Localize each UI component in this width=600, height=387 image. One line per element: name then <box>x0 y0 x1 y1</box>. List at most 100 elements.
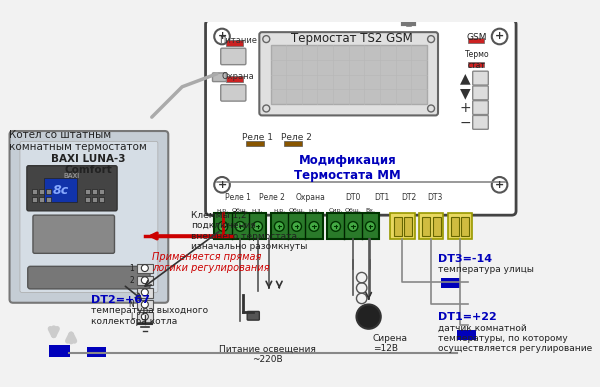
Bar <box>32 197 37 202</box>
Circle shape <box>274 222 284 231</box>
FancyBboxPatch shape <box>390 213 415 240</box>
Bar <box>440 277 460 288</box>
Bar <box>46 189 51 194</box>
Text: DT3=-14: DT3=-14 <box>438 254 492 264</box>
FancyBboxPatch shape <box>27 166 117 211</box>
Circle shape <box>142 313 148 320</box>
Text: Общ.: Общ. <box>232 207 248 212</box>
Text: Применяется прямая
логики регулирования: Применяется прямая логики регулирования <box>152 252 269 273</box>
Bar <box>92 197 97 202</box>
Text: N: N <box>128 300 134 309</box>
Text: 1: 1 <box>130 264 134 272</box>
Text: Реле 1: Реле 1 <box>225 194 251 202</box>
Text: н.з.: н.з. <box>308 207 320 212</box>
Bar <box>461 217 469 236</box>
Bar <box>422 217 430 236</box>
FancyBboxPatch shape <box>212 73 226 82</box>
Bar <box>394 217 401 236</box>
Bar <box>469 38 484 43</box>
Circle shape <box>253 222 262 231</box>
Bar <box>271 45 427 104</box>
Text: датчик комнатной
температуры, по которому
осуществляется регулирование: датчик комнатной температуры, по котором… <box>438 324 592 353</box>
Text: Котел со штатным
комнатным термостатом: Котел со штатным комнатным термостатом <box>8 130 146 152</box>
Circle shape <box>235 222 245 231</box>
Text: +: + <box>495 180 504 190</box>
Circle shape <box>492 177 508 193</box>
Text: BAXI: BAXI <box>64 173 80 179</box>
Circle shape <box>214 177 230 193</box>
FancyBboxPatch shape <box>473 86 488 100</box>
Bar <box>39 197 44 202</box>
Text: Реле 1: Реле 1 <box>242 133 273 142</box>
Circle shape <box>309 222 319 231</box>
Bar <box>87 347 106 358</box>
Bar <box>99 197 104 202</box>
FancyBboxPatch shape <box>473 71 488 85</box>
Bar <box>271 213 323 240</box>
Bar <box>137 276 152 286</box>
Circle shape <box>263 36 270 43</box>
Bar <box>137 312 152 322</box>
FancyBboxPatch shape <box>206 20 516 215</box>
FancyBboxPatch shape <box>448 213 472 240</box>
Bar <box>137 288 152 298</box>
FancyBboxPatch shape <box>473 101 488 115</box>
Text: ▲: ▲ <box>460 71 470 85</box>
Text: Сир.: Сир. <box>328 207 343 212</box>
Bar <box>226 76 243 82</box>
Text: н.з.: н.з. <box>252 207 263 212</box>
Text: DT2=+67: DT2=+67 <box>91 295 150 305</box>
Text: Питание освещения
~220В: Питание освещения ~220В <box>219 344 316 364</box>
Bar <box>46 197 51 202</box>
Text: Охрана: Охрана <box>221 72 254 81</box>
Circle shape <box>428 105 434 112</box>
Text: температура улицы: температура улицы <box>438 265 534 274</box>
FancyBboxPatch shape <box>28 266 150 289</box>
FancyBboxPatch shape <box>221 85 246 101</box>
FancyBboxPatch shape <box>247 312 259 320</box>
Circle shape <box>365 222 375 231</box>
Text: DT1: DT1 <box>374 194 389 202</box>
Circle shape <box>263 105 270 112</box>
Text: DT3: DT3 <box>428 194 443 202</box>
Text: 8c: 8c <box>53 183 69 197</box>
Text: DT2: DT2 <box>401 194 416 202</box>
Bar <box>137 264 152 273</box>
Circle shape <box>142 289 148 296</box>
Bar <box>433 217 440 236</box>
Text: Питание: Питание <box>218 36 257 45</box>
Bar <box>404 217 412 236</box>
Text: Охрана: Охрана <box>296 194 325 202</box>
Text: +: + <box>217 31 227 41</box>
Circle shape <box>428 36 434 43</box>
FancyBboxPatch shape <box>259 32 438 115</box>
Text: Термо
стат: Термо стат <box>465 50 490 70</box>
Text: BAXI LUNA-3
Comfort: BAXI LUNA-3 Comfort <box>51 154 126 175</box>
Text: GSM: GSM <box>467 33 487 42</box>
Text: температура выходного
коллектора котла: температура выходного коллектора котла <box>91 306 208 325</box>
Text: +: + <box>495 31 504 41</box>
Circle shape <box>356 305 381 329</box>
Text: н.р.: н.р. <box>273 207 286 212</box>
FancyBboxPatch shape <box>20 141 158 292</box>
Text: Вх.: Вх. <box>365 207 376 212</box>
Text: Клеммы 1,2
подключения
внешнего термостата,
изначально разомкнуты: Клеммы 1,2 подключения внешнего термоста… <box>191 211 307 251</box>
Circle shape <box>348 222 358 231</box>
Circle shape <box>142 301 148 308</box>
Text: +: + <box>459 101 471 115</box>
Bar <box>226 40 243 46</box>
Circle shape <box>292 222 301 231</box>
FancyBboxPatch shape <box>33 215 115 253</box>
Bar <box>247 140 263 146</box>
Text: Модификация
Термостата ММ: Модификация Термостата ММ <box>295 154 401 182</box>
Bar <box>451 217 459 236</box>
Text: Термостат TS2 GSM: Термостат TS2 GSM <box>291 32 413 45</box>
FancyBboxPatch shape <box>221 48 246 65</box>
Text: ▼: ▼ <box>460 86 470 100</box>
Text: Общ.: Общ. <box>344 207 361 212</box>
Text: н.р.: н.р. <box>217 207 229 212</box>
Circle shape <box>218 222 228 231</box>
Text: DT1=+22: DT1=+22 <box>438 312 497 322</box>
Bar <box>284 140 302 146</box>
Text: DT0: DT0 <box>346 194 361 202</box>
